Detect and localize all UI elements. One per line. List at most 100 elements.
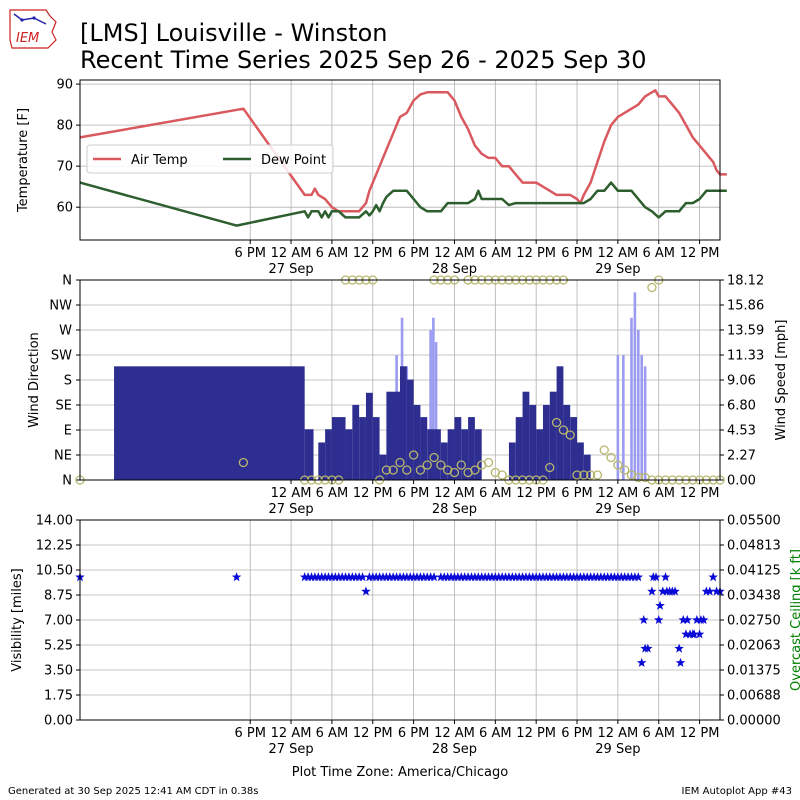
visibility-point	[698, 615, 709, 625]
x-tick-label: 6 PM	[561, 486, 592, 501]
y-tick-label: 5.25	[44, 639, 73, 654]
y2-tick-label: 0.02750	[727, 614, 781, 629]
wind-speed-bar	[352, 404, 360, 480]
x-tick-label: 12 PM	[680, 246, 720, 261]
speed-tick-label: 15.86	[727, 299, 764, 314]
speed-tick-label: 18.12	[727, 274, 764, 289]
wind-direction-marker	[585, 470, 596, 480]
visibility-point	[689, 629, 699, 639]
x-tick-label: 6 AM	[479, 246, 512, 261]
series-line-dew-point	[79, 181, 727, 227]
speed-tick-label: 6.80	[727, 399, 756, 414]
plot-frame	[79, 79, 721, 241]
wind-direction-marker	[551, 417, 562, 428]
wind-speed-bar	[577, 442, 584, 480]
y-tick-label: 10.50	[36, 564, 73, 579]
y-tick-label: 80	[56, 119, 73, 134]
visibility-point	[658, 586, 668, 596]
y-axis-label: Visibility [miles]	[10, 568, 25, 671]
visibility-point	[429, 572, 439, 582]
x-tick-label: 12 PM	[516, 726, 556, 741]
direction-tick-label: E	[64, 424, 72, 439]
x-tick-label: 12 AM	[271, 726, 312, 741]
wind-direction-marker	[620, 465, 630, 475]
direction-tick-label: NE	[54, 449, 72, 464]
wind-direction-marker	[613, 460, 623, 470]
y-tick-label: 0.00	[44, 714, 73, 729]
direction-tick-label: S	[64, 374, 72, 389]
x-tick-label: 6 PM	[561, 246, 592, 261]
legend-label: Air Temp	[131, 153, 188, 168]
wind-speed-bar	[529, 404, 537, 480]
x-tick-label: 6 AM	[642, 486, 675, 501]
direction-tick-label: W	[59, 324, 72, 339]
wind-speed-bar	[114, 366, 305, 480]
gust-bar	[429, 329, 432, 480]
chart-title-line2: Recent Time Series 2025 Sep 26 - 2025 Se…	[80, 46, 647, 74]
wind-speed-bar	[474, 429, 482, 480]
direction-tick-label: SW	[51, 349, 72, 364]
visibility-point	[692, 615, 702, 625]
visibility-point	[682, 615, 693, 625]
wind-direction-marker	[565, 430, 575, 440]
direction-tick-label: N	[62, 274, 72, 289]
y2-axis-label: Overcast Ceiling [k ft]	[789, 549, 800, 691]
wind-direction-marker	[470, 465, 480, 475]
legend: Air Temp Dew Point	[86, 144, 334, 174]
wind-speed-bar	[420, 417, 428, 480]
wind-direction-marker	[238, 457, 249, 468]
x-tick-label: 6 PM	[234, 726, 265, 741]
y-axis-label: Temperature [F]	[16, 108, 31, 213]
x-tick-date: 29 Sep	[595, 262, 640, 277]
visibility-point	[636, 657, 647, 667]
wind-speed-bar	[583, 454, 591, 480]
x-tick-date: 27 Sep	[268, 742, 313, 757]
speed-tick-label: 13.59	[727, 324, 764, 339]
visibility-point	[670, 586, 680, 596]
wind-speed-bar	[570, 417, 578, 480]
visibility-point	[675, 657, 686, 667]
wind-direction-marker	[422, 460, 432, 470]
x-tick-label: 12 PM	[680, 486, 720, 501]
wind-panel: N NE E SE S SW W NW N 0.00 2.27 4.53 6.80 9.06 11.33 13…	[27, 274, 789, 518]
logo-chart-icon	[13, 13, 47, 25]
wind-direction-marker	[579, 470, 589, 480]
wind-speed-bar	[325, 429, 332, 480]
direction-tick-label: SE	[56, 399, 72, 414]
visibility-point	[655, 600, 665, 610]
y2-tick-label: 0.05500	[727, 514, 781, 529]
y-tick-label: 60	[56, 201, 73, 216]
wind-speed-bar	[400, 366, 407, 480]
wind-speed-bar	[304, 429, 314, 480]
wind-direction-marker	[381, 465, 392, 475]
wind-speed-bar	[515, 417, 523, 480]
x-tick-label: 6 AM	[316, 486, 349, 501]
x-tick-label: 6 AM	[642, 726, 675, 741]
wind-direction-marker	[402, 465, 412, 475]
wind-speed-bar	[372, 417, 380, 480]
footer-generated: Generated at 30 Sep 2025 12:41 AM CDT in…	[8, 786, 258, 797]
wind-speed-bar	[318, 442, 326, 480]
visibility-point	[651, 572, 661, 582]
y-tick-label: 8.75	[44, 589, 73, 604]
wind-speed-bar	[359, 417, 366, 480]
wind-speed-bar	[413, 404, 421, 480]
visibility-point	[694, 629, 705, 639]
gust-bar	[643, 366, 647, 480]
x-tick-label: 6 AM	[479, 486, 512, 501]
wind-speed-bar	[447, 429, 455, 480]
gust-bar	[616, 355, 620, 480]
visibility-point	[674, 643, 684, 653]
y-tick-label: 14.00	[36, 514, 73, 529]
x-tick-label: 12 PM	[516, 486, 556, 501]
footer-app: IEM Autoplot App #43	[682, 786, 792, 797]
speed-tick-label: 4.53	[727, 424, 756, 439]
logo-text: IEM	[16, 31, 39, 46]
x-tick-date: 27 Sep	[268, 502, 313, 517]
visibility-point	[681, 629, 691, 639]
iem-logo: IEM	[9, 9, 57, 49]
visibility-point	[647, 586, 657, 596]
x-tick-label: 6 AM	[316, 726, 349, 741]
